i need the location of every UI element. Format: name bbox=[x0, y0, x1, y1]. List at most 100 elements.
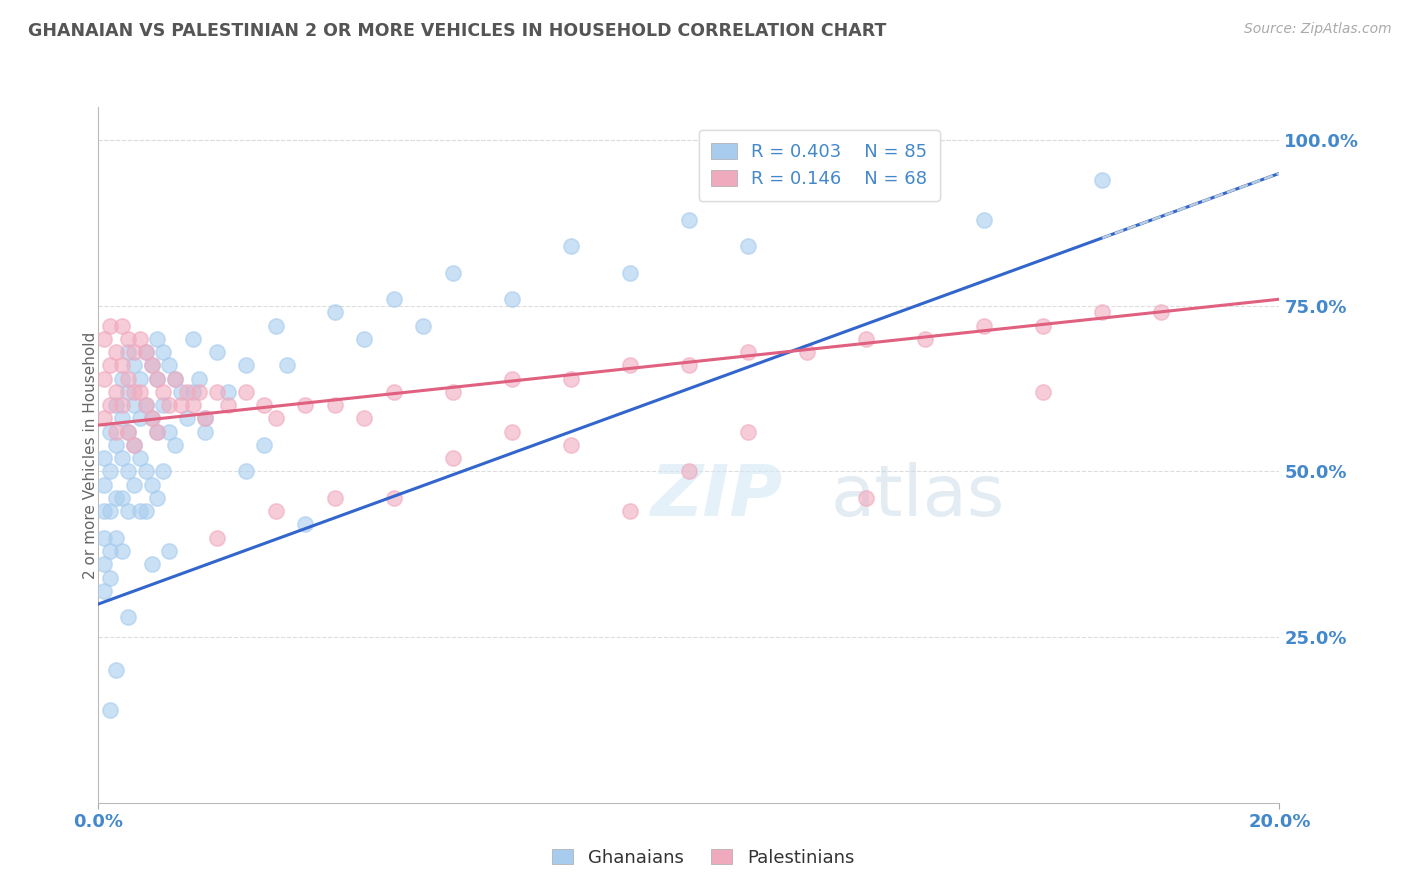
Point bbox=[111, 451, 134, 466]
Point bbox=[141, 359, 163, 373]
Point bbox=[111, 491, 134, 505]
Text: GHANAIAN VS PALESTINIAN 2 OR MORE VEHICLES IN HOUSEHOLD CORRELATION CHART: GHANAIAN VS PALESTINIAN 2 OR MORE VEHICL… bbox=[28, 22, 887, 40]
Point bbox=[157, 359, 180, 373]
Point bbox=[117, 384, 139, 399]
Point bbox=[111, 544, 134, 558]
Point bbox=[98, 465, 121, 479]
Point bbox=[135, 504, 157, 518]
Point bbox=[170, 384, 193, 399]
Point bbox=[146, 372, 169, 386]
Point bbox=[1032, 384, 1054, 399]
Point bbox=[560, 239, 582, 253]
Point bbox=[98, 425, 121, 439]
Point bbox=[412, 318, 434, 333]
Point bbox=[105, 384, 128, 399]
Point bbox=[122, 398, 145, 412]
Point bbox=[117, 332, 139, 346]
Point bbox=[181, 332, 204, 346]
Point bbox=[105, 663, 128, 677]
Point bbox=[146, 372, 169, 386]
Point bbox=[294, 398, 316, 412]
Point bbox=[135, 398, 157, 412]
Point bbox=[98, 544, 121, 558]
Point bbox=[165, 438, 187, 452]
Point bbox=[128, 411, 150, 425]
Point bbox=[796, 345, 818, 359]
Point bbox=[105, 491, 128, 505]
Point bbox=[1091, 305, 1114, 319]
Point bbox=[253, 398, 276, 412]
Point bbox=[128, 451, 150, 466]
Point bbox=[737, 425, 759, 439]
Point bbox=[157, 398, 180, 412]
Legend: Ghanaians, Palestinians: Ghanaians, Palestinians bbox=[544, 842, 862, 874]
Point bbox=[98, 504, 121, 518]
Point bbox=[146, 425, 169, 439]
Point bbox=[264, 411, 287, 425]
Point bbox=[152, 345, 174, 359]
Point bbox=[152, 465, 174, 479]
Point bbox=[619, 266, 641, 280]
Point bbox=[135, 345, 157, 359]
Point bbox=[737, 239, 759, 253]
Point bbox=[1032, 318, 1054, 333]
Point bbox=[501, 292, 523, 306]
Point bbox=[93, 451, 115, 466]
Point bbox=[141, 411, 163, 425]
Point bbox=[176, 384, 198, 399]
Point bbox=[441, 451, 464, 466]
Point bbox=[98, 703, 121, 717]
Point bbox=[111, 398, 134, 412]
Point bbox=[165, 372, 187, 386]
Point bbox=[122, 438, 145, 452]
Point bbox=[382, 384, 405, 399]
Point bbox=[105, 438, 128, 452]
Point bbox=[194, 425, 217, 439]
Point bbox=[141, 477, 163, 491]
Point bbox=[737, 345, 759, 359]
Point bbox=[276, 359, 298, 373]
Point bbox=[205, 531, 228, 545]
Point bbox=[176, 411, 198, 425]
Point bbox=[93, 558, 115, 572]
Point bbox=[117, 372, 139, 386]
Text: Source: ZipAtlas.com: Source: ZipAtlas.com bbox=[1244, 22, 1392, 37]
Point bbox=[855, 491, 877, 505]
Point bbox=[98, 570, 121, 584]
Point bbox=[128, 384, 150, 399]
Point bbox=[117, 425, 139, 439]
Point bbox=[122, 438, 145, 452]
Point bbox=[235, 384, 257, 399]
Point bbox=[93, 332, 115, 346]
Point bbox=[111, 318, 134, 333]
Point bbox=[187, 384, 209, 399]
Point bbox=[111, 411, 134, 425]
Point bbox=[117, 504, 139, 518]
Point bbox=[93, 583, 115, 598]
Point bbox=[122, 384, 145, 399]
Point bbox=[501, 425, 523, 439]
Point bbox=[619, 504, 641, 518]
Point bbox=[117, 610, 139, 624]
Point bbox=[181, 384, 204, 399]
Point bbox=[98, 398, 121, 412]
Point bbox=[353, 332, 375, 346]
Point bbox=[678, 359, 700, 373]
Point bbox=[264, 318, 287, 333]
Point bbox=[1091, 173, 1114, 187]
Point bbox=[157, 544, 180, 558]
Point bbox=[205, 384, 228, 399]
Point bbox=[619, 359, 641, 373]
Point bbox=[146, 491, 169, 505]
Point bbox=[441, 266, 464, 280]
Point bbox=[441, 384, 464, 399]
Point bbox=[323, 491, 346, 505]
Point bbox=[128, 504, 150, 518]
Point bbox=[141, 558, 163, 572]
Point bbox=[122, 345, 145, 359]
Point bbox=[157, 425, 180, 439]
Point bbox=[217, 384, 239, 399]
Point bbox=[122, 477, 145, 491]
Point bbox=[560, 438, 582, 452]
Point bbox=[128, 332, 150, 346]
